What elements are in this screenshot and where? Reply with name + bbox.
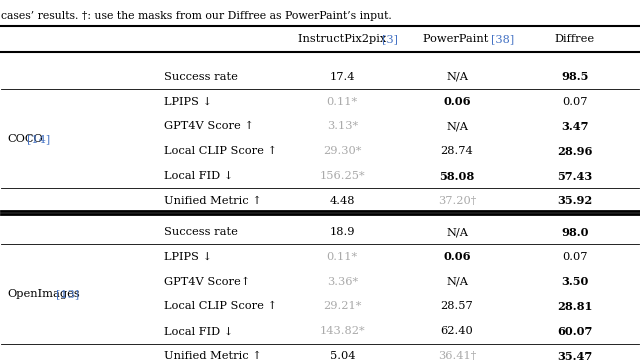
Text: 143.82*: 143.82*	[319, 326, 365, 336]
Text: 29.21*: 29.21*	[323, 302, 362, 311]
Text: N/A: N/A	[446, 72, 468, 82]
Text: Unified Metric ↑: Unified Metric ↑	[164, 196, 262, 206]
Text: InstructPix2pix: InstructPix2pix	[298, 34, 390, 44]
Text: 28.74: 28.74	[440, 146, 474, 156]
Text: Local FID ↓: Local FID ↓	[164, 171, 233, 181]
Text: Local FID ↓: Local FID ↓	[164, 326, 233, 336]
Text: Unified Metric ↑: Unified Metric ↑	[164, 351, 262, 361]
Text: 37.20†: 37.20†	[438, 196, 476, 206]
Text: 4.48: 4.48	[330, 196, 355, 206]
Text: 57.43: 57.43	[557, 171, 593, 182]
Text: LPIPS ↓: LPIPS ↓	[164, 252, 212, 262]
Text: 0.06: 0.06	[444, 251, 471, 262]
Text: Diffree: Diffree	[555, 34, 595, 44]
Text: Success rate: Success rate	[164, 72, 237, 82]
Text: Local CLIP Score ↑: Local CLIP Score ↑	[164, 302, 277, 311]
Text: 28.57: 28.57	[440, 302, 474, 311]
Text: cases’ results. †: use the masks from our Diffree as PowerPaint’s input.: cases’ results. †: use the masks from ou…	[1, 11, 392, 21]
Text: GPT4V Score↑: GPT4V Score↑	[164, 277, 250, 287]
Text: 0.11*: 0.11*	[327, 252, 358, 262]
Text: 28.96: 28.96	[557, 146, 593, 157]
Text: 17.4: 17.4	[330, 72, 355, 82]
Text: 60.07: 60.07	[557, 326, 593, 337]
Text: 35.47: 35.47	[557, 351, 593, 362]
Text: 28.81: 28.81	[557, 301, 593, 312]
Text: 36.41†: 36.41†	[438, 351, 476, 361]
Text: 0.07: 0.07	[562, 252, 588, 262]
Text: 0.06: 0.06	[444, 96, 471, 107]
Text: Local CLIP Score ↑: Local CLIP Score ↑	[164, 146, 277, 156]
Text: 35.92: 35.92	[557, 195, 593, 206]
Text: 0.07: 0.07	[562, 97, 588, 106]
Text: LPIPS ↓: LPIPS ↓	[164, 97, 212, 106]
Text: 5.04: 5.04	[330, 351, 355, 361]
Text: 58.08: 58.08	[440, 171, 475, 182]
Text: 3.50: 3.50	[561, 276, 589, 287]
Text: OpenImages: OpenImages	[8, 289, 81, 299]
Text: [14]: [14]	[27, 134, 50, 144]
Text: PowerPaint: PowerPaint	[422, 34, 492, 44]
Text: [13]: [13]	[56, 289, 79, 299]
Text: Success rate: Success rate	[164, 227, 237, 237]
Text: 3.36*: 3.36*	[327, 277, 358, 287]
Text: 29.30*: 29.30*	[323, 146, 362, 156]
Text: 62.40: 62.40	[440, 326, 474, 336]
Text: N/A: N/A	[446, 277, 468, 287]
Text: 98.0: 98.0	[561, 227, 589, 237]
Text: N/A: N/A	[446, 121, 468, 131]
Text: [38]: [38]	[492, 34, 515, 44]
Text: 3.13*: 3.13*	[327, 121, 358, 131]
Text: N/A: N/A	[446, 227, 468, 237]
Text: 3.47: 3.47	[561, 121, 589, 132]
Text: GPT4V Score ↑: GPT4V Score ↑	[164, 121, 253, 131]
Text: 98.5: 98.5	[561, 71, 589, 82]
Text: COCO: COCO	[8, 134, 44, 144]
Text: 0.11*: 0.11*	[327, 97, 358, 106]
Text: [3]: [3]	[382, 34, 398, 44]
Text: 156.25*: 156.25*	[319, 171, 365, 181]
Text: 18.9: 18.9	[330, 227, 355, 237]
